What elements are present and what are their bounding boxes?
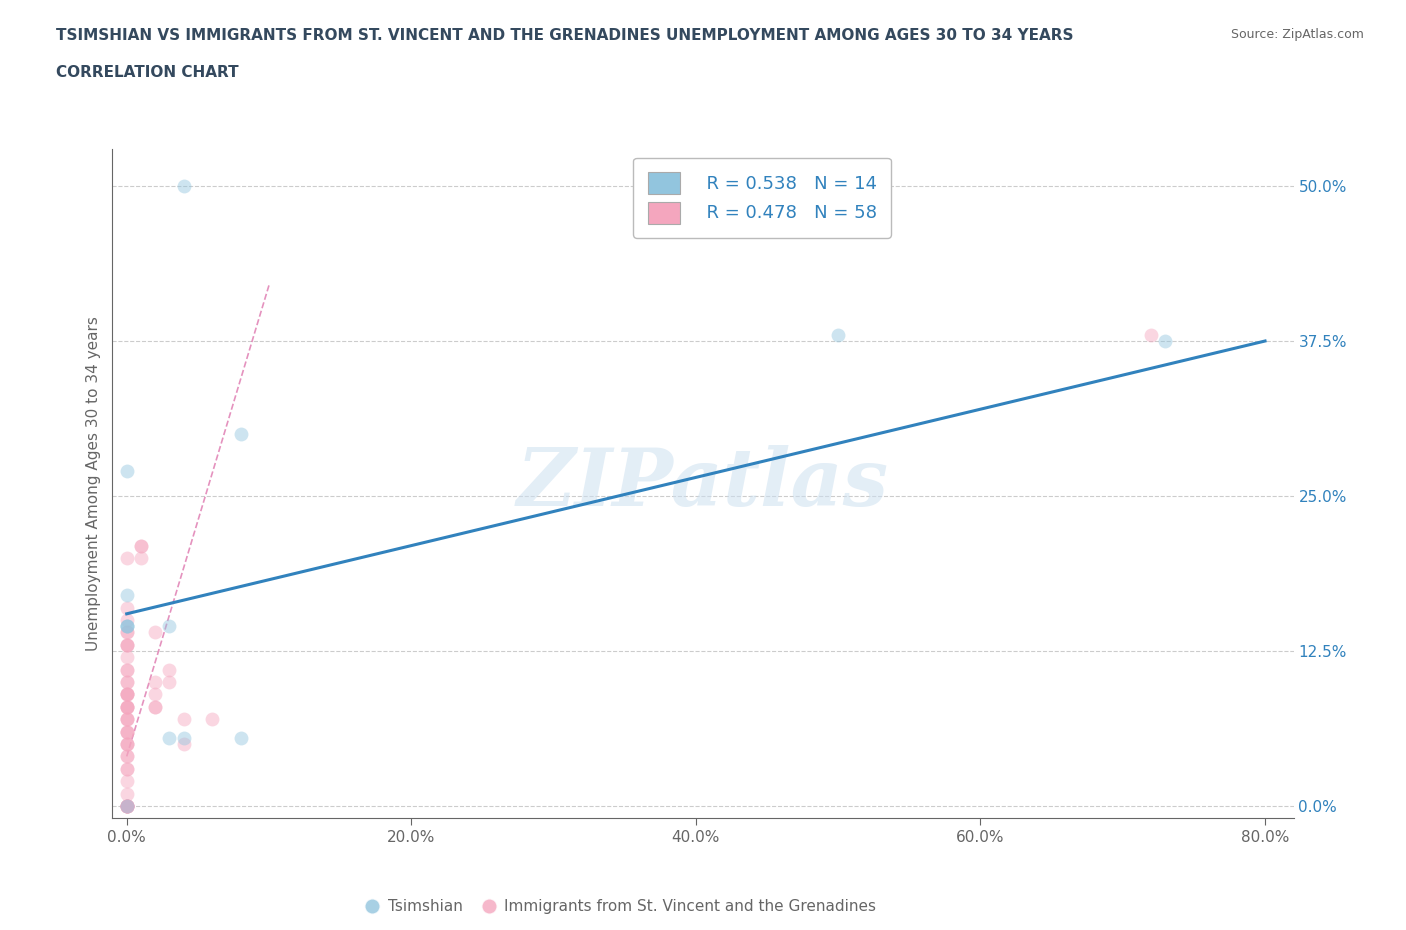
Point	[143, 699, 166, 714]
Point	[157, 662, 180, 677]
Point	[115, 774, 138, 789]
Point	[1154, 334, 1177, 349]
Point	[115, 799, 138, 814]
Point	[115, 618, 138, 633]
Point	[115, 737, 138, 751]
Point	[115, 724, 138, 739]
Point	[115, 687, 138, 702]
Point	[115, 637, 138, 652]
Text: TSIMSHIAN VS IMMIGRANTS FROM ST. VINCENT AND THE GRENADINES UNEMPLOYMENT AMONG A: TSIMSHIAN VS IMMIGRANTS FROM ST. VINCENT…	[56, 28, 1074, 43]
Point	[115, 699, 138, 714]
Point	[115, 551, 138, 565]
Point	[115, 662, 138, 677]
Text: ZIPatlas: ZIPatlas	[517, 445, 889, 523]
Point	[115, 650, 138, 665]
Point	[115, 637, 138, 652]
Point	[115, 724, 138, 739]
Point	[173, 730, 195, 745]
Point	[129, 551, 152, 565]
Point	[143, 699, 166, 714]
Point	[115, 699, 138, 714]
Point	[115, 799, 138, 814]
Point	[173, 711, 195, 726]
Point	[115, 687, 138, 702]
Point	[157, 618, 180, 633]
Point	[129, 538, 152, 553]
Point	[173, 737, 195, 751]
Point	[201, 711, 224, 726]
Point	[115, 687, 138, 702]
Point	[115, 786, 138, 801]
Point	[129, 538, 152, 553]
Text: Source: ZipAtlas.com: Source: ZipAtlas.com	[1230, 28, 1364, 41]
Point	[115, 762, 138, 777]
Point	[115, 799, 138, 814]
Point	[115, 687, 138, 702]
Point	[115, 637, 138, 652]
Point	[115, 464, 138, 479]
Point	[115, 699, 138, 714]
Point	[115, 618, 138, 633]
Point	[115, 749, 138, 764]
Point	[115, 711, 138, 726]
Point	[115, 799, 138, 814]
Point	[115, 613, 138, 628]
Point	[115, 674, 138, 689]
Point	[115, 674, 138, 689]
Point	[115, 799, 138, 814]
Point	[115, 737, 138, 751]
Point	[173, 179, 195, 193]
Point	[115, 799, 138, 814]
Point	[115, 799, 138, 814]
Point	[143, 687, 166, 702]
Point	[115, 711, 138, 726]
Point	[1140, 327, 1163, 342]
Point	[229, 427, 252, 442]
Point	[115, 699, 138, 714]
Point	[157, 674, 180, 689]
Point	[115, 618, 138, 633]
Point	[115, 625, 138, 640]
Point	[115, 737, 138, 751]
Point	[115, 799, 138, 814]
Legend: Tsimshian, Immigrants from St. Vincent and the Grenadines: Tsimshian, Immigrants from St. Vincent a…	[359, 893, 882, 920]
Y-axis label: Unemployment Among Ages 30 to 34 years: Unemployment Among Ages 30 to 34 years	[86, 316, 101, 651]
Point	[229, 730, 252, 745]
Point	[143, 674, 166, 689]
Point	[827, 327, 849, 342]
Point	[115, 799, 138, 814]
Point	[115, 724, 138, 739]
Point	[115, 662, 138, 677]
Point	[115, 588, 138, 603]
Text: CORRELATION CHART: CORRELATION CHART	[56, 65, 239, 80]
Point	[115, 625, 138, 640]
Point	[143, 625, 166, 640]
Point	[115, 711, 138, 726]
Point	[157, 730, 180, 745]
Point	[115, 762, 138, 777]
Point	[115, 749, 138, 764]
Point	[115, 600, 138, 615]
